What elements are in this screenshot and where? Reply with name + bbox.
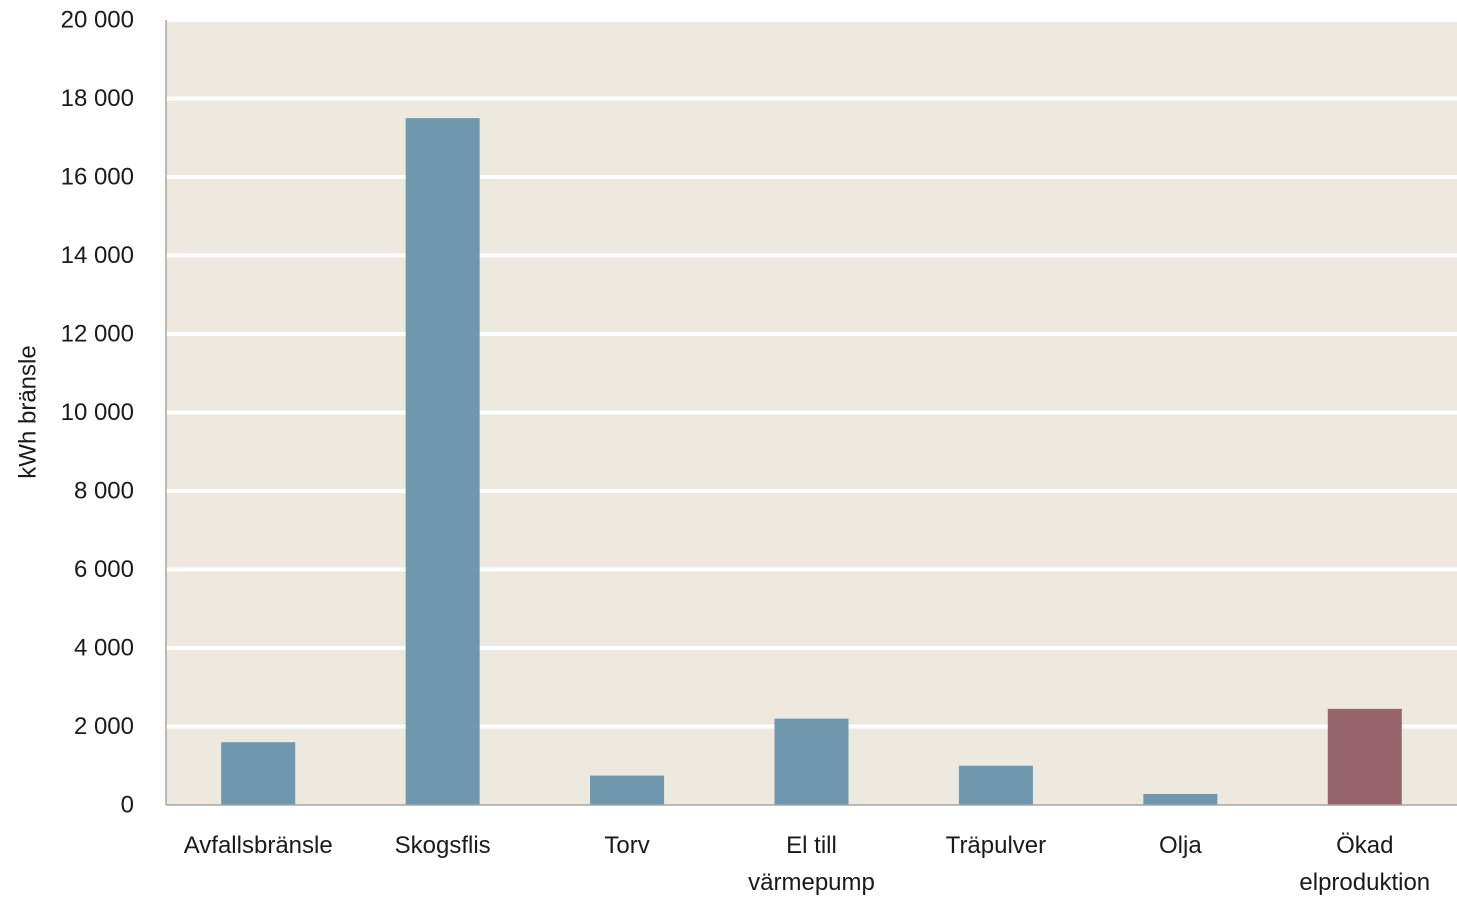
y-tick-label: 16 000 [61, 164, 134, 191]
y-tick-label: 8 000 [74, 478, 134, 505]
bar [774, 718, 849, 805]
x-axis-labels: Avfallsbränsle Skogsflis Torv El till värmep… [184, 832, 1430, 896]
x-category-label: El till [786, 832, 837, 859]
x-category-label: Torv [604, 832, 649, 859]
x-category-label: värmepump [748, 869, 875, 896]
y-axis-title: kWh bränsle [15, 345, 42, 478]
bar [958, 765, 1033, 805]
y-tick-label: 18 000 [61, 85, 134, 112]
y-tick-label: 12 000 [61, 321, 134, 348]
y-tick-label: 6 000 [74, 556, 134, 583]
y-tick-label: 14 000 [61, 242, 134, 269]
gridlines [166, 18, 1457, 729]
y-tick-label: 10 000 [61, 399, 134, 426]
bar [221, 742, 296, 805]
y-tick-label: 0 [121, 792, 134, 819]
bar [405, 118, 480, 805]
bar [1143, 794, 1218, 805]
y-tick-label: 20 000 [61, 7, 134, 34]
x-category-label: Avfallsbränsle [184, 832, 333, 859]
x-category-label: elproduktion [1299, 869, 1430, 896]
y-tick-label: 2 000 [74, 713, 134, 740]
x-category-label: Olja [1159, 832, 1202, 859]
x-category-label: Ökad [1336, 832, 1393, 859]
y-axis-ticks: 0 2 000 4 000 6 000 8 000 10 000 12 000 14 000 1… [61, 7, 134, 819]
bars [221, 118, 1402, 805]
x-category-label: Skogsflis [395, 832, 491, 859]
bar [590, 775, 665, 805]
x-category-label: Träpulver [946, 832, 1046, 859]
y-tick-label: 4 000 [74, 635, 134, 662]
bar [1327, 708, 1402, 805]
